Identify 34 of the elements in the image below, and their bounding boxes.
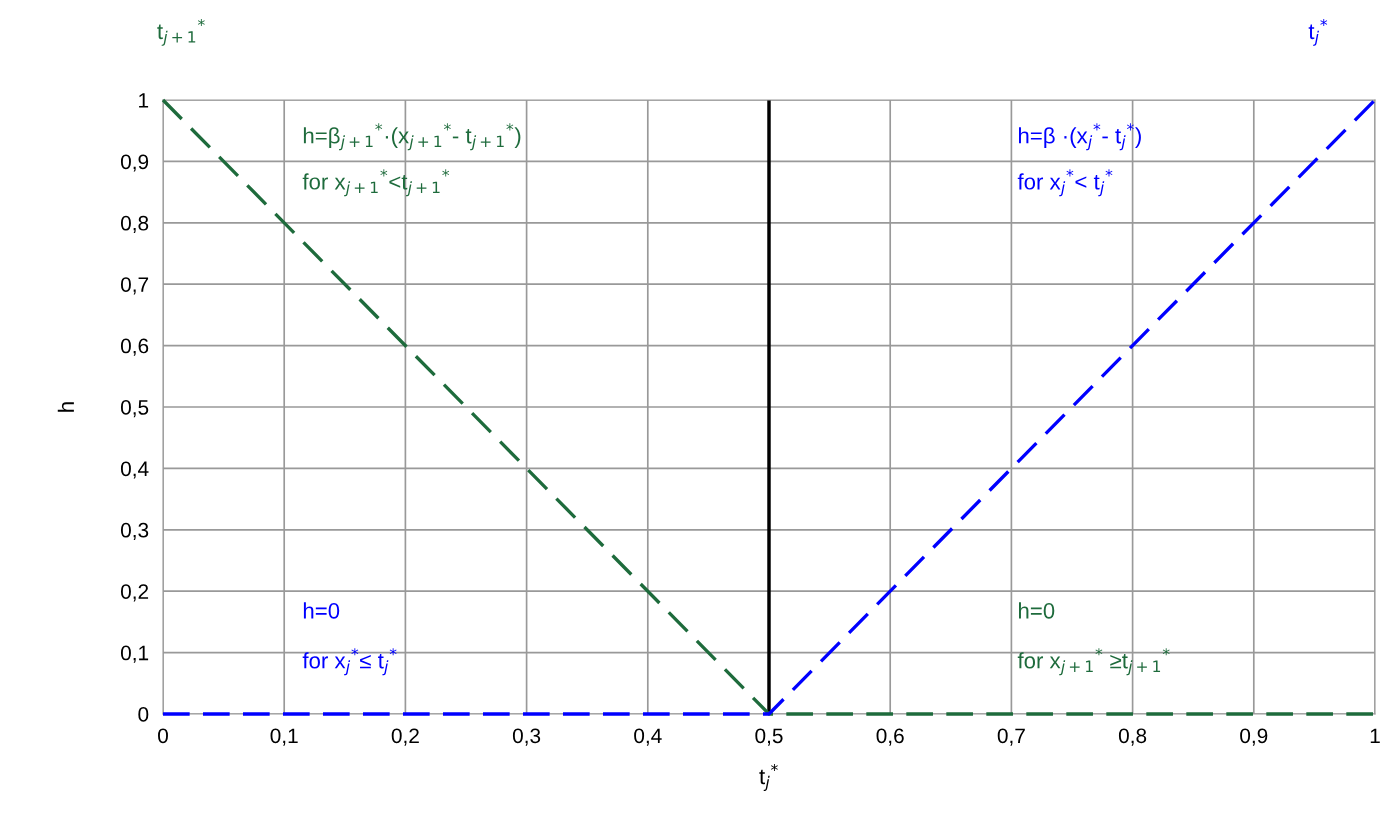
- x-tick-label: 0,4: [634, 728, 662, 746]
- y-tick-label: 0,7: [120, 277, 149, 295]
- annotation: for x$_{j+1}$$^{*}$ ≥t$_{j+1}$$^{*}$: [1017, 648, 1170, 676]
- y-axis-title: h: [57, 402, 74, 412]
- x-tick-label: 0,7: [997, 728, 1025, 746]
- x-tick-label: 0,2: [391, 728, 419, 746]
- x-tick-label: 0,9: [1240, 728, 1268, 746]
- annotation: for x$_{j}$$^{*}$≤ t$_{j}$$^{*}$: [302, 648, 397, 676]
- y-tick-label: 0,2: [120, 584, 149, 602]
- x-tick-label: 0,8: [1118, 728, 1147, 746]
- y-tick-label: 0,8: [120, 215, 149, 234]
- annotation: h=0: [303, 602, 340, 619]
- y-tick-label: 0,6: [120, 338, 149, 356]
- text: t$_{j+1}$$^{*}$: [157, 18, 205, 46]
- y-tick-label: 0: [138, 707, 149, 722]
- x-tick-label: 0,1: [270, 728, 298, 746]
- text: t$_{j}$$^{*}$: [1308, 18, 1328, 46]
- annotation: for x$_{j+1}$$^{*}$<t$_{j+1}$$^{*}$: [302, 169, 450, 197]
- annotation: h=0: [1019, 602, 1055, 619]
- y-tick-label: 1: [139, 93, 149, 108]
- annotation: for x$_{j}$$^{*}$< t$_{j}$$^{*}$: [1017, 169, 1113, 197]
- text: h=β$_{j+1}$$^{*}$·(x$_{j+1}$$^{*}$- t$_{j+1}$$^{*}$): [303, 123, 521, 151]
- x-tick-label: 0,6: [876, 728, 904, 746]
- annotation: h=β ·(x$_{j}$$^{*}$- t$_{j}$$^{*}$): [1019, 123, 1141, 151]
- y-tick-label: 0,4: [120, 461, 149, 479]
- x-axis-title: t$_{j}$$^{*}$: [759, 763, 778, 791]
- y-tick-label: 0,5: [120, 400, 149, 418]
- x-tick-label: 0,3: [512, 728, 541, 746]
- x-tick-label: 0,5: [755, 728, 783, 746]
- y-tick-label: 0,1: [120, 645, 149, 663]
- x-tick-label: 0: [158, 728, 168, 744]
- x-tick-label: 1: [1370, 728, 1380, 743]
- y-tick-label: 0,9: [120, 154, 149, 172]
- y-tick-label: 0,3: [120, 522, 149, 541]
